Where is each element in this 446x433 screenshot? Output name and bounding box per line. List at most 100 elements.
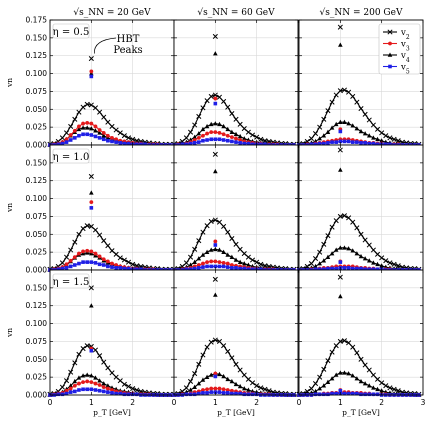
data-point <box>125 383 132 389</box>
data-point <box>254 383 260 389</box>
data-point <box>217 137 222 142</box>
data-point <box>379 138 384 143</box>
data-point <box>80 346 86 352</box>
y-tick-label: 0.100 <box>26 194 48 203</box>
data-point <box>184 267 189 272</box>
data-point <box>217 130 222 135</box>
data-point <box>366 117 372 123</box>
data-point <box>330 140 334 144</box>
data-point <box>338 245 343 250</box>
data-point <box>358 231 364 237</box>
data-point <box>64 140 69 144</box>
annotation-arrow <box>93 37 117 54</box>
data-point <box>258 136 264 142</box>
data-point <box>89 260 94 264</box>
data-point <box>237 383 243 389</box>
data-point <box>76 109 82 115</box>
data-point <box>209 130 214 135</box>
data-point <box>97 109 103 115</box>
data-point <box>97 388 102 393</box>
x-axis-label: p_T [GeV] <box>217 408 255 417</box>
data-point <box>97 262 102 267</box>
panel-background <box>50 20 174 145</box>
data-point <box>387 135 393 141</box>
data-point <box>233 241 239 247</box>
data-point <box>234 136 238 141</box>
data-point <box>362 362 368 368</box>
data-point <box>200 352 206 358</box>
data-point <box>208 339 214 345</box>
data-point <box>229 135 234 140</box>
data-point <box>197 140 201 144</box>
data-point <box>101 385 106 390</box>
data-point <box>237 246 243 252</box>
data-point <box>101 130 106 135</box>
data-point <box>105 386 110 391</box>
data-point <box>337 88 343 94</box>
data-point <box>205 387 209 392</box>
data-point <box>59 260 65 266</box>
data-point <box>114 391 118 396</box>
data-point <box>64 388 69 393</box>
data-point <box>205 131 209 136</box>
data-point <box>72 128 77 133</box>
data-point <box>341 338 348 344</box>
data-point <box>245 376 251 382</box>
y-axis-label: vn <box>5 203 14 213</box>
peak-point <box>89 206 94 210</box>
data-point <box>229 129 235 134</box>
data-point <box>246 141 251 146</box>
legend-label-subscript: 4 <box>406 57 410 64</box>
data-point <box>346 391 351 396</box>
data-point <box>106 264 110 269</box>
data-point <box>374 251 381 257</box>
data-point <box>229 111 235 117</box>
data-point <box>188 262 193 267</box>
data-point <box>312 256 319 262</box>
data-point <box>326 266 330 271</box>
data-point <box>88 102 94 108</box>
data-point <box>375 142 380 147</box>
data-point <box>250 267 255 272</box>
data-point <box>233 257 239 262</box>
data-point <box>217 371 222 377</box>
data-point <box>76 351 82 357</box>
data-point <box>346 139 351 144</box>
data-point <box>229 355 235 361</box>
x-axis-label: p_T [GeV] <box>342 408 380 417</box>
data-point <box>101 133 107 138</box>
panel-background <box>299 145 423 270</box>
row-title: η = 0.5 <box>53 27 90 38</box>
data-point <box>192 371 198 377</box>
data-point <box>85 132 89 137</box>
data-point <box>241 136 247 141</box>
data-point <box>192 266 197 271</box>
data-point <box>246 262 251 267</box>
peak-point <box>213 371 218 376</box>
data-point <box>225 252 231 257</box>
data-point <box>337 213 343 219</box>
data-point <box>77 381 81 386</box>
data-point <box>225 104 231 110</box>
data-point <box>221 373 226 379</box>
data-point <box>122 141 127 146</box>
data-point <box>105 243 111 249</box>
y-tick-label: 0.100 <box>26 319 48 328</box>
data-point <box>204 223 210 229</box>
y-tick-label: 0.000 <box>26 266 48 275</box>
data-point <box>126 266 131 271</box>
data-point <box>391 261 397 267</box>
data-point <box>80 104 86 110</box>
data-point <box>259 142 263 147</box>
data-point <box>241 386 247 391</box>
data-point <box>209 137 213 142</box>
data-point <box>346 121 351 126</box>
data-point <box>188 387 193 392</box>
data-point <box>97 254 102 259</box>
data-point <box>84 125 90 130</box>
data-point <box>329 349 335 355</box>
peak-point <box>89 348 94 353</box>
data-point <box>366 133 372 138</box>
data-point <box>64 262 69 267</box>
